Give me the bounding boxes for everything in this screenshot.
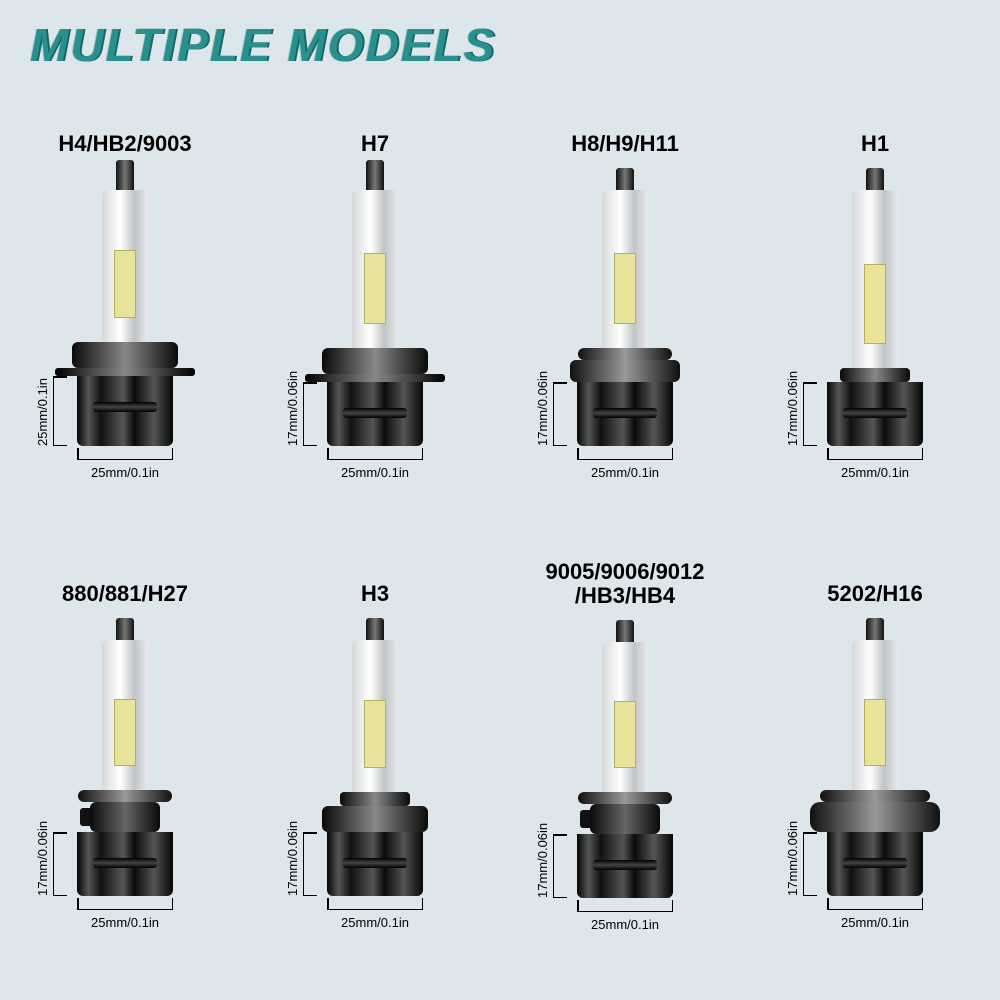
model-label: 880/881/H27: [62, 560, 188, 610]
width-dimension: 25mm/0.1in: [341, 465, 409, 480]
bulb-diagram: 25mm/0.1in 17mm/0.06in: [25, 610, 225, 930]
model-cell: 5202/H16 25mm/0.1in 17mm/0.06in: [750, 560, 1000, 980]
height-dimension: 17mm/0.06in: [785, 832, 800, 896]
height-dimension: 17mm/0.06in: [535, 382, 550, 446]
bulb-diagram: 25mm/0.1in 17mm/0.06in: [775, 160, 975, 480]
width-dimension: 25mm/0.1in: [591, 917, 659, 932]
width-dimension: 25mm/0.1in: [591, 465, 659, 480]
model-label: H3: [361, 560, 389, 610]
model-cell: H7 25mm/0.1in 17mm/0.06in: [250, 110, 500, 530]
width-dimension: 25mm/0.1in: [841, 465, 909, 480]
width-dimension: 25mm/0.1in: [841, 915, 909, 930]
model-label: H1: [861, 110, 889, 160]
bulb-diagram: 25mm/0.1in 17mm/0.06in: [525, 612, 725, 932]
model-cell: H4/HB2/9003 25mm/0.1in 25mm/0.1in: [0, 110, 250, 530]
page-title: MULTIPLE MODELS: [30, 18, 496, 72]
bulb-diagram: 25mm/0.1in 17mm/0.06in: [275, 610, 475, 930]
width-dimension: 25mm/0.1in: [91, 465, 159, 480]
model-label: 5202/H16: [827, 560, 922, 610]
model-grid: H4/HB2/900325mm/0.1in25mm/0.1inH725mm/0.…: [0, 110, 1000, 980]
bulb-diagram: 25mm/0.1in 17mm/0.06in: [525, 160, 725, 480]
bulb-diagram: 25mm/0.1in 25mm/0.1in: [25, 160, 225, 480]
width-dimension: 25mm/0.1in: [341, 915, 409, 930]
bulb-diagram: 25mm/0.1in 17mm/0.06in: [275, 160, 475, 480]
height-dimension: 17mm/0.06in: [785, 382, 800, 446]
model-cell: H1 25mm/0.1in 17mm/0.06in: [750, 110, 1000, 530]
height-dimension: 17mm/0.06in: [285, 832, 300, 896]
model-label: H8/H9/H11: [571, 110, 679, 160]
height-dimension: 17mm/0.06in: [285, 382, 300, 446]
model-cell: H3 25mm/0.1in 17mm/0.06in: [250, 560, 500, 980]
height-dimension: 25mm/0.1in: [35, 376, 50, 446]
model-label: 9005/9006/9012 /HB3/HB4: [545, 560, 704, 612]
model-cell: H8/H9/H11 25mm/0.1in 17mm/0.06in: [500, 110, 750, 530]
height-dimension: 17mm/0.06in: [35, 832, 50, 896]
model-cell: 9005/9006/9012 /HB3/HB4 25mm/0.1in 17mm/0.…: [500, 560, 750, 980]
model-cell: 880/881/H27 25mm/0.1in 17mm/0.06in: [0, 560, 250, 980]
model-label: H4/HB2/9003: [58, 110, 191, 160]
height-dimension: 17mm/0.06in: [535, 834, 550, 898]
width-dimension: 25mm/0.1in: [91, 915, 159, 930]
bulb-diagram: 25mm/0.1in 17mm/0.06in: [775, 610, 975, 930]
model-label: H7: [361, 110, 389, 160]
